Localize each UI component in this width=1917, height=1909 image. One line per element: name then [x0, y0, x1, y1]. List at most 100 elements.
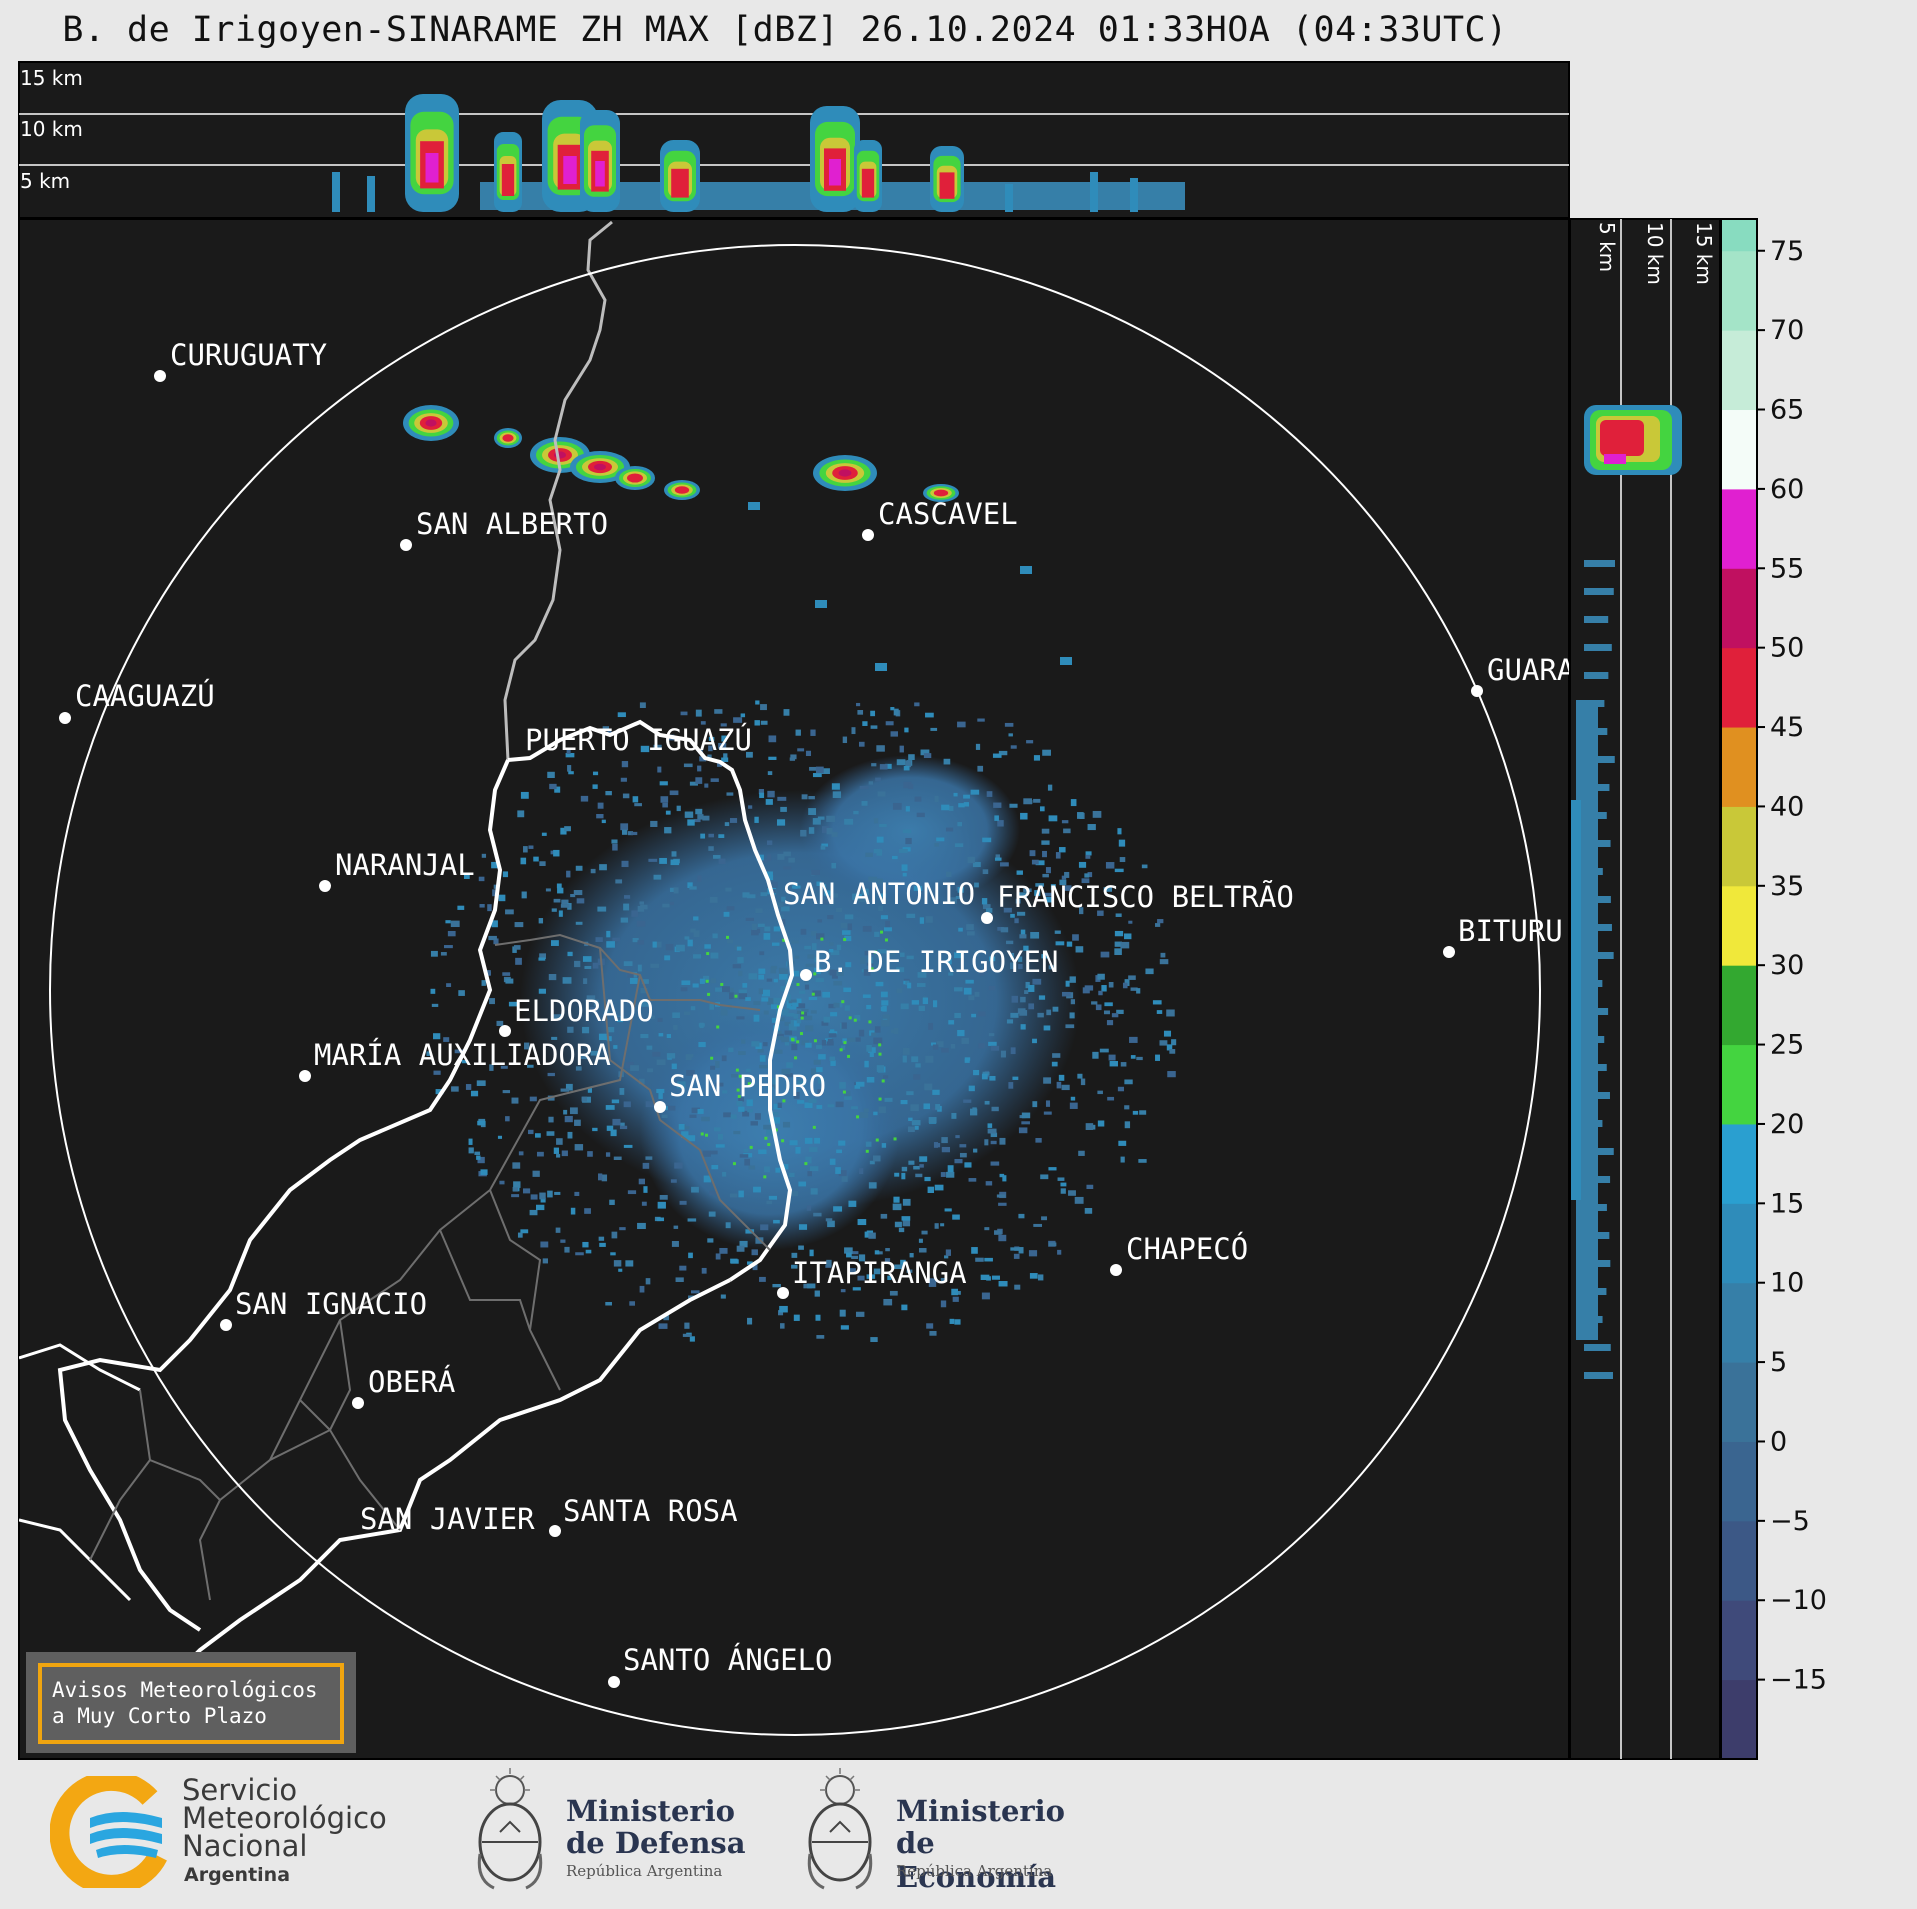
echo-pixel [816, 881, 822, 886]
echo-pixel [821, 1039, 827, 1046]
echo-pixel [968, 995, 975, 1001]
echo-pixel [928, 1022, 934, 1030]
echo-pixel [1034, 890, 1041, 896]
echo-pixel [982, 904, 991, 910]
side-echo-streak [1584, 868, 1603, 875]
echo-pixel [680, 711, 688, 716]
echo-pixel [662, 802, 668, 808]
defensa-line-3: República Argentina [566, 1862, 723, 1880]
echo-pixel [687, 819, 695, 826]
echo-pixel [639, 702, 646, 708]
echo-pixel [599, 1242, 606, 1247]
echo-pixel [861, 888, 869, 896]
echo-pixel [1159, 1040, 1168, 1046]
echo-pixel [907, 1126, 915, 1133]
echo-pixel [880, 893, 887, 898]
echo-pixel [884, 1097, 893, 1102]
echo-pixel [908, 754, 915, 761]
echo-pixel [1145, 968, 1154, 975]
echo-pixel [476, 1155, 481, 1160]
echo-pixel [690, 1290, 700, 1294]
echo-pixel [913, 1074, 921, 1080]
echo-pixel [1092, 1051, 1099, 1059]
echo-pixel [672, 1012, 680, 1019]
echo-pixel [809, 1166, 819, 1172]
echo-pixel [771, 1083, 777, 1089]
echo-pixel [1012, 1076, 1019, 1080]
echo-pixel [894, 1264, 904, 1269]
echo-pixel [1020, 929, 1026, 936]
echo-pixel [889, 949, 896, 956]
echo-pixel [791, 1252, 798, 1258]
echo-pixel [558, 910, 563, 917]
top-height-label-15: 15 km [20, 66, 83, 90]
echo-pixel [844, 1005, 850, 1011]
echo-pixel [605, 1301, 612, 1306]
echo-pixel [954, 952, 962, 959]
echo-pixel [954, 1158, 963, 1164]
echo-pixel-green [716, 1025, 720, 1029]
echo-pixel [1159, 959, 1169, 965]
echo-pixel [468, 1138, 473, 1145]
echo-pixel [665, 810, 671, 815]
echo-pixel [1035, 860, 1045, 866]
echo-pixel [963, 1099, 972, 1103]
echo-pixel [784, 1041, 790, 1046]
echo-pixel [738, 1190, 744, 1198]
echo-pixel-green [790, 1037, 794, 1041]
echo-pixel [646, 1045, 653, 1050]
echo-pixel [905, 837, 912, 845]
echo-pixel [1070, 799, 1077, 807]
echo-pixel [563, 1109, 568, 1115]
echo-pixel [610, 1129, 617, 1137]
echo-pixel [800, 829, 807, 837]
echo-pixel [653, 744, 662, 749]
echo-pixel [727, 987, 734, 994]
echo-pixel [450, 920, 460, 928]
echo-pixel [858, 1029, 865, 1037]
echo-pixel [875, 981, 884, 987]
echo-pixel-green [865, 1149, 869, 1153]
echo-pixel [847, 923, 853, 930]
echo-pixel [692, 983, 699, 988]
echo-pixel [598, 1173, 603, 1181]
echo-pixel [906, 1091, 914, 1096]
echo-pixel [1004, 722, 1014, 727]
echo-pixel [941, 1146, 951, 1153]
echo-pixel [1021, 1121, 1030, 1125]
radar-echo-pixels [426, 700, 1177, 1343]
echo-pixel [527, 1129, 534, 1135]
echo-pixel [829, 1056, 836, 1062]
echo-pixel-green [777, 1005, 781, 1009]
echo-pixel [807, 1283, 816, 1289]
echo-pixel [435, 1089, 444, 1095]
echo-pixel [673, 1024, 678, 1030]
echo-pixel [813, 1212, 822, 1217]
echo-pixel [445, 920, 451, 924]
echo-pixel [813, 1059, 821, 1065]
echo-pixel [1097, 1120, 1105, 1127]
echo-pixel [745, 917, 754, 921]
echo-pixel [855, 1081, 865, 1087]
echo-pixel [1023, 945, 1029, 951]
coat-of-arms-icon [807, 1768, 873, 1890]
echo-pixel [994, 815, 999, 821]
echo-pixel [869, 1160, 875, 1165]
echo-pixel [958, 803, 965, 808]
echo-pixel [1023, 798, 1033, 805]
echo-pixel [982, 837, 992, 843]
echo-pixel [997, 926, 1004, 931]
echo-pixel [477, 1156, 485, 1164]
side-echo-streak [1584, 1092, 1610, 1099]
echo-pixel [1068, 1190, 1076, 1196]
echo-pixel [1120, 941, 1130, 949]
city-dot-eldorado [499, 1025, 511, 1037]
echo-pixel [830, 950, 840, 956]
echo-pixel [1097, 1090, 1103, 1095]
echo-pixel [792, 1002, 799, 1007]
warnings-link-box[interactable]: Avisos Meteorológicos a Muy Corto Plazo [26, 1652, 356, 1753]
echo-pixel [1069, 1102, 1078, 1109]
echo-pixel [765, 1129, 774, 1136]
city-label-san-ignacio: SAN IGNACIO [235, 1287, 427, 1321]
echo-pixel [929, 1330, 937, 1336]
